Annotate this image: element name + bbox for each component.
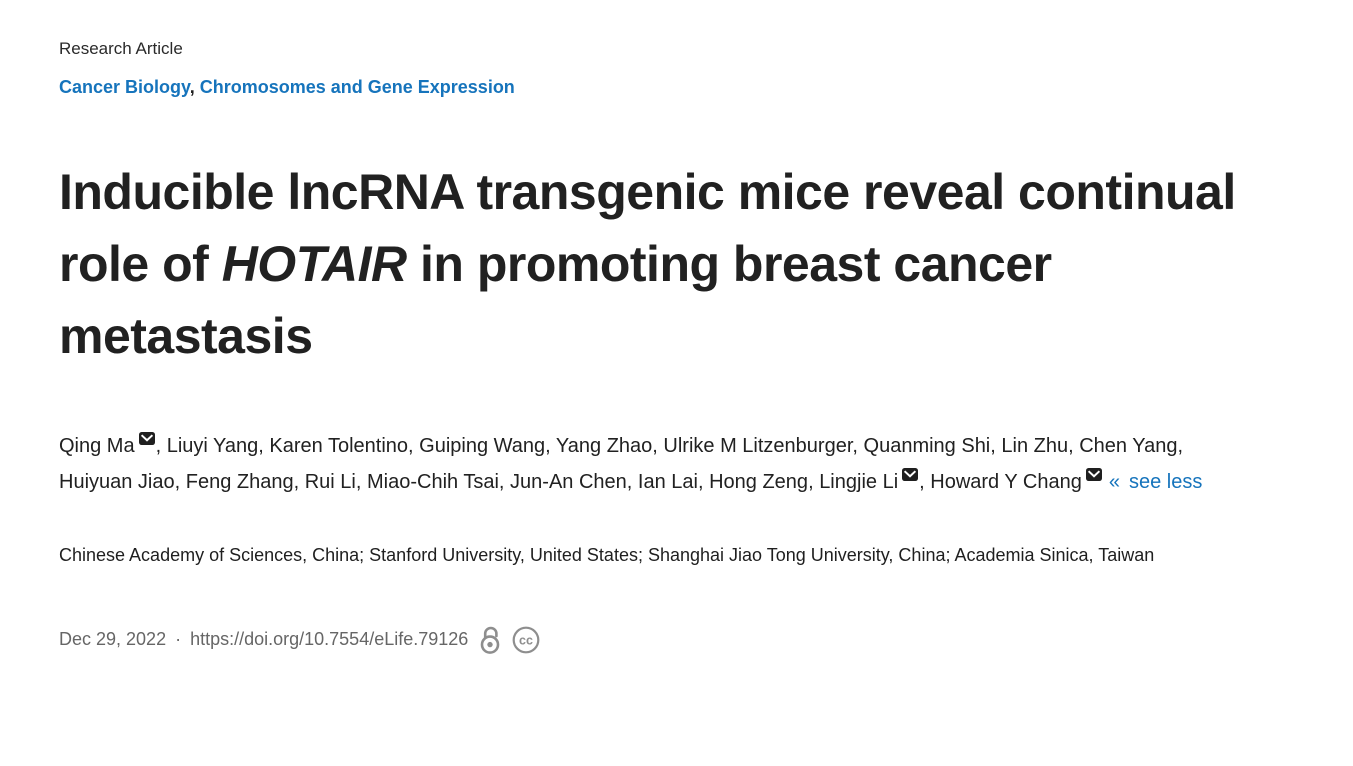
author-line: Qing Ma, Liuyi Yang, Karen Tolentino, Gu… bbox=[59, 428, 1260, 500]
author-name[interactable]: Rui Li bbox=[304, 471, 356, 493]
author-name[interactable]: Guiping Wang bbox=[419, 435, 546, 457]
see-less-label: see less bbox=[1128, 471, 1203, 493]
article-type-label: Research Article bbox=[59, 39, 183, 58]
envelope-icon[interactable] bbox=[138, 421, 155, 457]
author-name[interactable]: Feng Zhang bbox=[185, 471, 294, 493]
author-name[interactable]: Jun-An Chen bbox=[510, 471, 627, 493]
author-name[interactable]: Ian Lai bbox=[637, 471, 698, 493]
open-access-icon[interactable] bbox=[477, 624, 504, 655]
author-name[interactable]: Hong Zeng bbox=[709, 471, 809, 493]
article-header: Research Article Cancer Biology, Chromos… bbox=[59, 39, 1260, 655]
subject-separator: , bbox=[189, 77, 200, 97]
author-name[interactable]: Yang Zhao bbox=[555, 435, 653, 457]
envelope-icon[interactable] bbox=[902, 457, 919, 493]
meta-icons: cc bbox=[477, 624, 541, 655]
article-title: Inducible lncRNA transgenic mice reveal … bbox=[59, 156, 1260, 372]
title-part2: in promoting breast cancer metastasis bbox=[59, 236, 1052, 364]
svg-text:cc: cc bbox=[519, 633, 533, 647]
author-name[interactable]: Howard Y Chang bbox=[930, 471, 1082, 493]
affiliations-text: Chinese Academy of Sciences, China; Stan… bbox=[59, 545, 1155, 565]
meta-dot-separator: · bbox=[175, 629, 182, 649]
subject-links: Cancer Biology, Chromosomes and Gene Exp… bbox=[59, 75, 1260, 100]
author-name[interactable]: Quanming Shi bbox=[863, 435, 991, 457]
subject-link-cancer-biology[interactable]: Cancer Biology bbox=[59, 77, 190, 97]
meta-bar: Dec 29, 2022 · https://doi.org/10.7554/e… bbox=[59, 624, 1260, 655]
doi-link[interactable]: https://doi.org/10.7554/eLife.79126 bbox=[190, 629, 469, 649]
author-name[interactable]: Qing Ma bbox=[59, 435, 135, 457]
title-part1: Inducible lncRNA transgenic mice reveal … bbox=[59, 164, 1236, 292]
author-name[interactable]: Lin Zhu bbox=[1001, 435, 1069, 457]
author-name[interactable]: Ulrike M Litzenburger bbox=[663, 435, 853, 457]
author-name[interactable]: Huiyuan Jiao bbox=[59, 471, 175, 493]
author-name[interactable]: Lingjie Li bbox=[819, 471, 899, 493]
author-name[interactable]: Liuyi Yang bbox=[166, 435, 259, 457]
creative-commons-icon[interactable]: cc bbox=[511, 625, 541, 655]
collapse-chevron-icon: « bbox=[1108, 471, 1120, 493]
author-list: Qing Ma, Liuyi Yang, Karen Tolentino, Gu… bbox=[59, 432, 1183, 493]
subject-link-chromosomes-gene-expression[interactable]: Chromosomes and Gene Expression bbox=[199, 77, 515, 97]
author-name[interactable]: Miao-Chih Tsai bbox=[367, 471, 499, 493]
title-gene-italic: HOTAIR bbox=[221, 236, 407, 292]
envelope-icon[interactable] bbox=[1085, 457, 1102, 493]
publication-date: Dec 29, 2022 bbox=[59, 629, 167, 649]
see-less-link[interactable]: « see less bbox=[1109, 471, 1203, 493]
author-name[interactable]: Karen Tolentino bbox=[269, 435, 409, 457]
author-name[interactable]: Chen Yang bbox=[1079, 435, 1178, 457]
